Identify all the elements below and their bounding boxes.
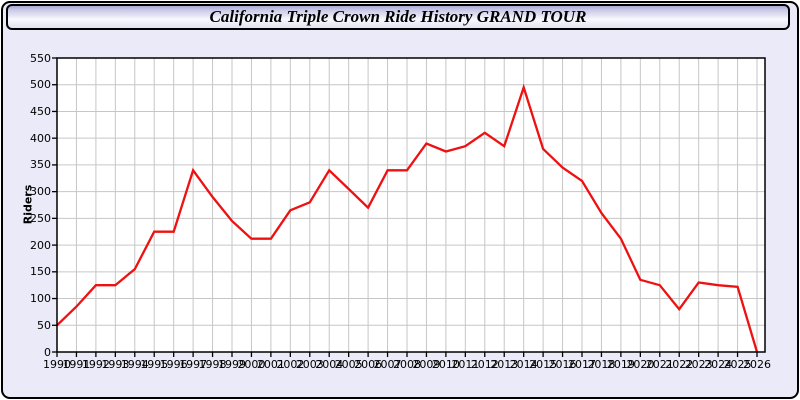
y-tick-label: 200 xyxy=(30,238,51,252)
x-tick-label: 2006 xyxy=(354,358,383,371)
y-tick-label: 0 xyxy=(44,345,51,359)
x-tick-label: 2024 xyxy=(704,358,733,371)
x-tick-label: 2009 xyxy=(412,358,441,371)
x-tick-label: 2013 xyxy=(490,358,519,371)
y-tick-label: 250 xyxy=(30,211,51,225)
x-tick-label: 2025 xyxy=(723,358,752,371)
x-tick-label: 2017 xyxy=(568,358,596,371)
x-tick-label: 2020 xyxy=(626,358,655,371)
x-tick-label: 2021 xyxy=(645,358,674,371)
chart-area: Riders 1990 1991 1992 1993 1994 1995 1996 1997 1… xyxy=(0,32,800,398)
x-tick-label: 2008 xyxy=(393,358,421,371)
chart-title: California Triple Crown Ride History GRA… xyxy=(209,7,587,26)
x-tick-label: 1993 xyxy=(101,358,130,371)
x-tick-label: 2015 xyxy=(529,358,558,371)
y-tick-label: 100 xyxy=(30,292,51,306)
y-tick-label: 450 xyxy=(30,104,51,118)
chart-title-bar: California Triple Crown Ride History GRA… xyxy=(6,4,790,30)
x-tick-label: 1990 xyxy=(43,358,71,371)
x-tick-label: 1991 xyxy=(62,358,91,371)
x-tick-label: 1995 xyxy=(140,358,169,371)
x-tick-label: 2023 xyxy=(684,358,713,371)
riders-line-series xyxy=(56,83,759,353)
y-tick-label: 400 xyxy=(30,131,51,145)
line-chart-svg xyxy=(52,57,766,357)
x-tick-label: 2022 xyxy=(665,358,694,371)
x-tick-label: 2026 xyxy=(743,358,771,371)
plot-border xyxy=(56,57,766,353)
x-tick-label: 2019 xyxy=(606,358,635,371)
x-tick-label: 1992 xyxy=(81,358,110,371)
x-tick-label: 2003 xyxy=(295,358,324,371)
y-tick-label: 300 xyxy=(30,185,51,199)
x-tick-label: 2018 xyxy=(587,358,616,371)
x-tick-label: 1999 xyxy=(218,358,246,371)
x-tick-label: 2001 xyxy=(256,358,285,371)
x-tick-label: 2016 xyxy=(548,358,577,371)
x-tick-label: 1994 xyxy=(120,358,149,371)
x-tick-label: 2007 xyxy=(373,358,402,371)
y-tick-label: 350 xyxy=(30,158,51,172)
y-tick-label: 150 xyxy=(30,265,51,279)
x-tick-label: 2002 xyxy=(276,358,305,371)
x-tick-label: 2012 xyxy=(470,358,499,371)
x-tick-label: 1997 xyxy=(179,358,208,371)
y-tick-label: 550 xyxy=(30,51,51,65)
x-tick-label: 2010 xyxy=(431,358,460,371)
x-tick-label: 2004 xyxy=(315,358,344,371)
x-tick-label: 2014 xyxy=(509,358,538,371)
x-tick-label: 2011 xyxy=(451,358,480,371)
x-tick-label: 1998 xyxy=(198,358,227,371)
x-tick-label: 2005 xyxy=(334,358,363,371)
plot-background xyxy=(57,58,765,352)
y-tick-label: 50 xyxy=(37,318,51,332)
x-tick-label: 1996 xyxy=(159,358,188,371)
y-tick-label: 500 xyxy=(30,78,51,92)
x-tick-label: 2000 xyxy=(237,358,266,371)
